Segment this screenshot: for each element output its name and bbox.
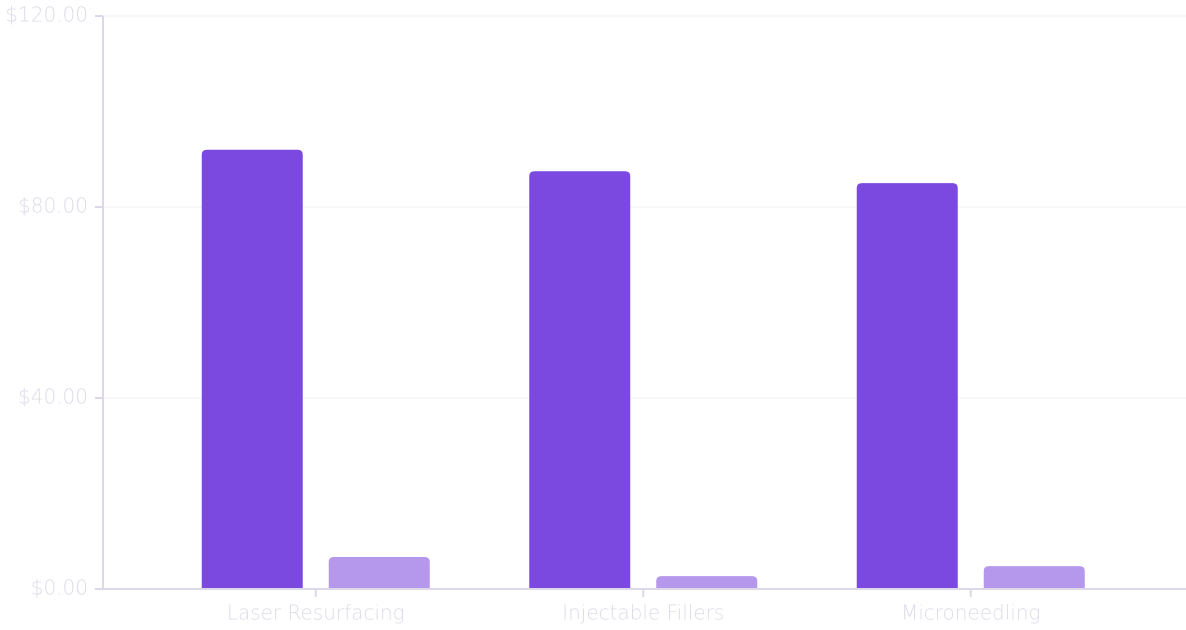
bar: [983, 566, 1085, 588]
y-tick-label: $0.00: [31, 576, 88, 600]
bar: [656, 576, 758, 588]
bar: [328, 557, 430, 588]
bar: [201, 149, 303, 588]
x-tick-label: Microneedling: [901, 601, 1041, 625]
y-tick-label: $80.00: [18, 194, 88, 218]
bar: [856, 183, 958, 588]
bar: [529, 171, 631, 588]
y-tick-label: $120.00: [5, 3, 88, 27]
y-tick-label: $40.00: [18, 385, 88, 409]
x-tick-label: Laser Resurfacing: [227, 601, 405, 625]
x-tick-label: Injectable Fillers: [562, 601, 724, 625]
